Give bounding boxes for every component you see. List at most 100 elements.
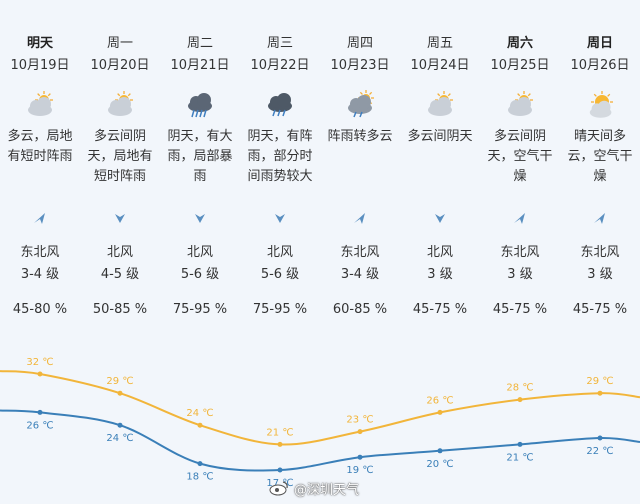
- day-column: 周三 10月22日 阴天，有阵 雨，部分时 间雨势较大 北风 5-6 级 75-95…: [240, 0, 320, 504]
- low-temp-point: [357, 454, 363, 460]
- high-temp-point: [117, 390, 123, 396]
- description-line: 天，空气干: [487, 149, 553, 164]
- wind-level: 5-6 级: [260, 267, 300, 282]
- wind-direction: 北风: [186, 245, 213, 260]
- description-line: 阴天，有阵: [247, 129, 313, 144]
- wind-direction: 北风: [266, 245, 293, 260]
- day-column: 周四 10月23日 阵雨转多云 东北风 3-4 级 60-85 %: [320, 0, 400, 504]
- low-temp-point: [597, 435, 603, 441]
- day-name: 周一: [106, 36, 133, 51]
- description-line: 多云间阴: [93, 129, 146, 144]
- wind-arrow-down-icon: [112, 210, 128, 226]
- wind-direction: 东北风: [340, 245, 380, 260]
- low-temp-label: 20 ℃: [426, 459, 453, 470]
- description-line: 多云，局地: [7, 129, 73, 144]
- weather-description: 阴天，有阵 雨，部分时 间雨势较大: [244, 127, 316, 187]
- day-name: 周日: [586, 36, 613, 51]
- weather-description: 阴天，有大 雨，局部暴雨: [164, 127, 236, 187]
- low-temp-point: [437, 448, 443, 454]
- high-temp-label: 23 ℃: [346, 415, 373, 426]
- wind-direction: 北风: [106, 245, 133, 260]
- wind-level: 3 级: [587, 267, 613, 282]
- partly-cloudy-icon: [22, 90, 58, 118]
- low-temp-point: [117, 422, 123, 428]
- date: 10月22日: [250, 58, 310, 73]
- high-temp-point: [437, 409, 443, 415]
- watermark: @深圳天气: [268, 478, 359, 498]
- low-temp-line: [0, 409, 640, 472]
- wind-arrow-icon: [512, 210, 528, 226]
- wind-arrow-icon: [592, 210, 608, 226]
- description-line: 燥: [513, 169, 527, 184]
- low-temp-point: [37, 409, 43, 415]
- high-temp-line: [0, 370, 640, 446]
- description-line: 多云间阴天: [407, 129, 473, 144]
- weather-description: 阵雨转多云: [324, 127, 396, 147]
- weather-description: 晴天间多 云，空气干燥: [564, 127, 636, 187]
- day-column: 周五 10月24日 多云间阴天 北风 3 级 45-75 %: [400, 0, 480, 504]
- watermark-text: @深圳天气: [294, 482, 360, 498]
- wind-arrow-down-icon: [432, 210, 448, 226]
- wind-direction: 东北风: [500, 245, 540, 260]
- low-temp-label: 18 ℃: [186, 472, 213, 483]
- wind-direction: 东北风: [580, 245, 620, 260]
- humidity: 45-75 %: [412, 302, 468, 317]
- description-line: 天，局地有: [87, 149, 153, 164]
- humidity: 50-85 %: [92, 302, 148, 317]
- day-name: 周四: [346, 36, 373, 51]
- high-temp-point: [597, 390, 603, 396]
- description-line: 阴天，有大: [167, 129, 233, 144]
- weather-description: 多云间阴天，空气干燥: [484, 127, 556, 187]
- wind-arrow-icon: [352, 210, 368, 226]
- humidity: 75-95 %: [172, 302, 228, 317]
- day-name: 周三: [266, 36, 293, 51]
- partly-cloudy-icon: [422, 90, 458, 118]
- wind-arrow-icon: [32, 210, 48, 226]
- high-temp-point: [197, 422, 203, 428]
- day-name: 周六: [506, 36, 533, 51]
- rain-icon: [262, 90, 298, 118]
- low-temp-label: 21 ℃: [506, 452, 533, 463]
- description-line: 阵雨转多云: [327, 129, 393, 144]
- low-temp-label: 22 ℃: [586, 446, 613, 457]
- wind-level: 3-4 级: [340, 267, 380, 282]
- partly-cloudy-icon: [502, 90, 538, 118]
- sunny-cloudy-icon: [582, 90, 618, 118]
- low-temp-point: [197, 461, 203, 467]
- description-line: 晴天间多: [573, 129, 626, 144]
- heavy-rain-icon: [182, 90, 218, 118]
- high-temp-point: [357, 429, 363, 435]
- date: 10月20日: [90, 58, 150, 73]
- weibo-logo-icon: [269, 481, 288, 496]
- high-temp-label: 21 ℃: [266, 427, 293, 438]
- high-temp-point: [37, 371, 43, 377]
- day-name: 周五: [426, 36, 453, 51]
- high-temp-label: 29 ℃: [586, 376, 613, 387]
- high-temp-point: [277, 441, 283, 447]
- description-line: 雨: [193, 169, 207, 184]
- low-temp-point: [277, 467, 283, 473]
- low-temp-point: [517, 441, 523, 447]
- wind-direction: 北风: [426, 245, 453, 260]
- high-temp-label: 24 ℃: [186, 408, 213, 419]
- day-name: 周二: [186, 36, 213, 51]
- day-column: 明天 10月19日 多云，局地 有短时阵雨 东北风 3-4 级 45-80 %: [0, 0, 80, 504]
- humidity: 75-95 %: [252, 302, 308, 317]
- wind-level: 3 级: [427, 267, 453, 282]
- high-temp-label: 28 ℃: [506, 383, 533, 394]
- date: 10月23日: [330, 58, 390, 73]
- date: 10月19日: [10, 58, 70, 73]
- low-temp-label: 26 ℃: [26, 420, 53, 431]
- description-line: 有短时阵雨: [7, 149, 73, 164]
- shower-icon: [342, 90, 378, 118]
- description-line: 燥: [593, 169, 607, 184]
- wind-level: 5-6 级: [180, 267, 220, 282]
- description-line: 间雨势较大: [247, 169, 313, 184]
- day-name: 明天: [26, 36, 53, 51]
- weather-description: 多云间阴天: [404, 127, 476, 147]
- date: 10月25日: [490, 58, 550, 73]
- high-temp-label: 29 ℃: [106, 376, 133, 387]
- description-line: 多云间阴: [493, 129, 546, 144]
